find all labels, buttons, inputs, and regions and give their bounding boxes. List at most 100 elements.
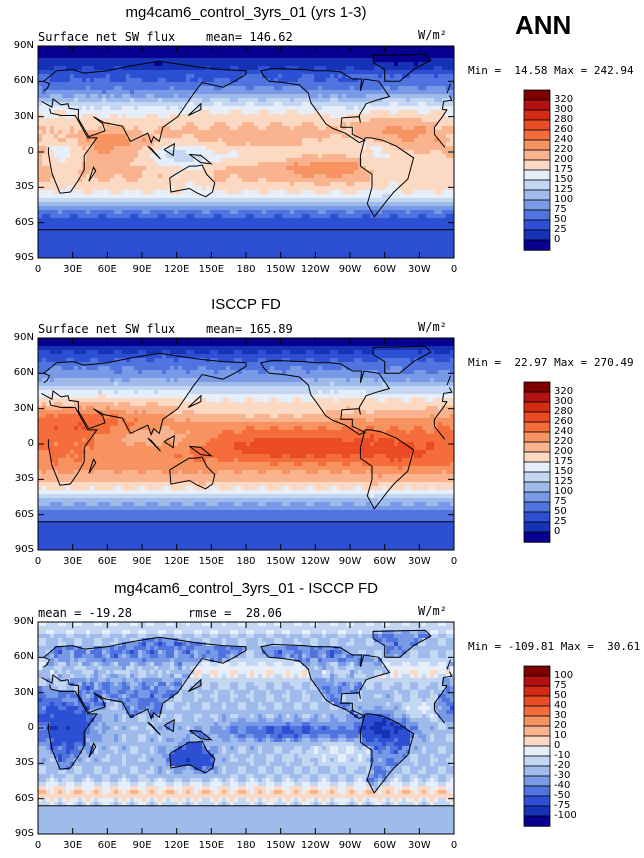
map-cell	[110, 78, 115, 83]
map-cell	[214, 178, 219, 183]
map-cell	[66, 62, 71, 67]
map-cell	[206, 46, 211, 51]
map-cell	[270, 122, 275, 127]
map-cell	[74, 202, 79, 207]
map-cell	[158, 190, 163, 195]
map-cell	[294, 226, 299, 231]
map-cell	[338, 114, 343, 119]
map-cell	[118, 146, 123, 151]
map-cell	[278, 142, 283, 147]
map-cell	[278, 102, 283, 107]
map-cell	[290, 122, 295, 127]
map-cell	[274, 158, 279, 163]
map-cell	[278, 50, 283, 55]
map-cell	[414, 46, 419, 51]
map-cell	[314, 134, 319, 139]
map-cell	[226, 154, 231, 159]
map-cell	[206, 50, 211, 55]
map-cell	[142, 66, 147, 71]
map-cell	[430, 82, 435, 87]
map-cell	[106, 186, 111, 191]
map-cell	[274, 58, 279, 63]
map-cell	[318, 162, 323, 167]
map-cell	[42, 202, 47, 207]
map-cell	[258, 170, 263, 175]
map-cell	[278, 186, 283, 191]
map-cell	[226, 74, 231, 79]
map-cell	[134, 130, 139, 135]
map-cell	[186, 58, 191, 63]
map-cell	[450, 54, 455, 59]
map-cell	[142, 194, 147, 199]
map-cell	[130, 174, 135, 179]
map-cell	[242, 174, 247, 179]
map-cell	[234, 134, 239, 139]
map-cell	[190, 214, 195, 219]
map-cell	[94, 50, 99, 55]
map-cell	[246, 98, 251, 103]
map-cell	[382, 122, 387, 127]
map-cell	[270, 206, 275, 211]
map-cell	[206, 182, 211, 187]
map-cell	[58, 230, 63, 235]
map-cell	[234, 198, 239, 203]
map-cell	[246, 170, 251, 175]
map-cell	[310, 190, 315, 195]
contour-map	[37, 45, 455, 259]
map-cell	[54, 54, 59, 59]
map-cell	[78, 206, 83, 211]
map-cell	[346, 218, 351, 223]
map-cell	[298, 186, 303, 191]
map-cell	[282, 198, 287, 203]
map-cell	[130, 146, 135, 151]
map-cell	[158, 62, 163, 67]
map-cell	[94, 222, 99, 227]
map-cell	[342, 170, 347, 175]
map-cell	[70, 178, 75, 183]
map-cell	[386, 86, 391, 91]
map-cell	[198, 206, 203, 211]
map-cell	[54, 46, 59, 51]
map-cell	[194, 66, 199, 71]
map-cell	[346, 146, 351, 151]
map-cell	[282, 174, 287, 179]
map-cell	[98, 70, 103, 75]
map-cell	[306, 202, 311, 207]
map-cell	[274, 202, 279, 207]
map-cell	[306, 150, 311, 155]
map-cell	[330, 86, 335, 91]
map-cell	[374, 150, 379, 155]
map-cell	[230, 158, 235, 163]
map-cell	[234, 50, 239, 55]
map-cell	[206, 146, 211, 151]
map-cell	[354, 214, 359, 219]
map-cell	[270, 94, 275, 99]
map-cell	[282, 158, 287, 163]
map-cell	[174, 146, 179, 151]
map-cell	[102, 214, 107, 219]
map-cell	[446, 174, 451, 179]
map-cell	[362, 142, 367, 147]
map-cell	[138, 82, 143, 87]
map-cell	[258, 146, 263, 151]
map-cell	[194, 78, 199, 83]
map-cell	[270, 194, 275, 199]
map-cell	[102, 118, 107, 123]
map-cell	[394, 122, 399, 127]
map-cell	[206, 222, 211, 227]
map-cell	[190, 98, 195, 103]
map-cell	[410, 126, 415, 131]
map-cell	[330, 226, 335, 231]
map-cell	[94, 182, 99, 187]
map-cell	[418, 174, 423, 179]
map-cell	[326, 234, 331, 239]
map-cell	[402, 170, 407, 175]
map-cell	[98, 178, 103, 183]
map-cell	[418, 206, 423, 211]
map-cell	[78, 126, 83, 131]
map-cell	[150, 178, 155, 183]
map-cell	[38, 170, 43, 175]
map-cell	[314, 162, 319, 167]
map-cell	[230, 82, 235, 87]
map-cell	[350, 174, 355, 179]
